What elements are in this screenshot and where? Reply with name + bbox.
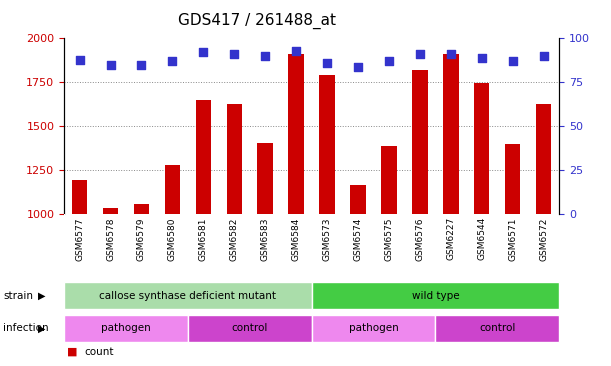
Bar bbox=[72, 180, 87, 214]
Bar bbox=[505, 144, 521, 214]
Point bbox=[353, 64, 363, 70]
Text: GSM6580: GSM6580 bbox=[168, 217, 177, 261]
Bar bbox=[196, 100, 211, 214]
Bar bbox=[134, 205, 149, 214]
Point bbox=[75, 57, 84, 63]
Text: GSM6573: GSM6573 bbox=[323, 217, 332, 261]
Text: ■: ■ bbox=[67, 347, 78, 357]
Bar bbox=[288, 54, 304, 214]
Text: GSM6577: GSM6577 bbox=[75, 217, 84, 261]
Text: GSM6574: GSM6574 bbox=[354, 217, 362, 261]
Point bbox=[106, 62, 115, 68]
Text: GSM6572: GSM6572 bbox=[539, 217, 548, 261]
Point bbox=[229, 51, 239, 57]
Point bbox=[539, 53, 549, 59]
Text: GSM6581: GSM6581 bbox=[199, 217, 208, 261]
Point bbox=[446, 51, 456, 57]
Text: ▶: ▶ bbox=[38, 291, 45, 300]
Text: GSM6575: GSM6575 bbox=[384, 217, 393, 261]
Text: callose synthase deficient mutant: callose synthase deficient mutant bbox=[100, 291, 276, 300]
Point bbox=[384, 58, 394, 64]
Bar bbox=[103, 208, 119, 214]
Point bbox=[477, 55, 486, 61]
Text: control: control bbox=[479, 324, 516, 333]
Text: GSM6571: GSM6571 bbox=[508, 217, 517, 261]
Text: strain: strain bbox=[3, 291, 33, 300]
Bar bbox=[165, 165, 180, 214]
Text: control: control bbox=[232, 324, 268, 333]
Bar bbox=[381, 146, 397, 214]
Text: GSM6579: GSM6579 bbox=[137, 217, 146, 261]
Point bbox=[508, 58, 518, 64]
Bar bbox=[443, 54, 458, 214]
Text: GSM6583: GSM6583 bbox=[261, 217, 269, 261]
Text: wild type: wild type bbox=[412, 291, 459, 300]
Text: ▶: ▶ bbox=[38, 324, 45, 333]
Text: GSM6584: GSM6584 bbox=[291, 217, 301, 261]
Point bbox=[137, 62, 147, 68]
Point bbox=[199, 49, 208, 55]
Bar bbox=[257, 143, 273, 214]
Bar bbox=[320, 75, 335, 214]
Bar bbox=[412, 70, 428, 214]
Text: GSM6576: GSM6576 bbox=[415, 217, 425, 261]
Text: GSM6544: GSM6544 bbox=[477, 217, 486, 261]
Text: pathogen: pathogen bbox=[349, 324, 398, 333]
Point bbox=[415, 51, 425, 57]
Bar bbox=[536, 104, 551, 214]
Bar bbox=[227, 104, 242, 214]
Text: GDS417 / 261488_at: GDS417 / 261488_at bbox=[178, 13, 335, 29]
Point bbox=[167, 58, 177, 64]
Text: GSM6227: GSM6227 bbox=[446, 217, 455, 261]
Point bbox=[322, 60, 332, 66]
Bar bbox=[474, 83, 489, 214]
Text: GSM6578: GSM6578 bbox=[106, 217, 115, 261]
Point bbox=[260, 53, 270, 59]
Text: infection: infection bbox=[3, 324, 49, 333]
Text: GSM6582: GSM6582 bbox=[230, 217, 239, 261]
Point bbox=[291, 48, 301, 54]
Text: count: count bbox=[84, 347, 114, 357]
Bar bbox=[350, 185, 366, 214]
Text: pathogen: pathogen bbox=[101, 324, 151, 333]
